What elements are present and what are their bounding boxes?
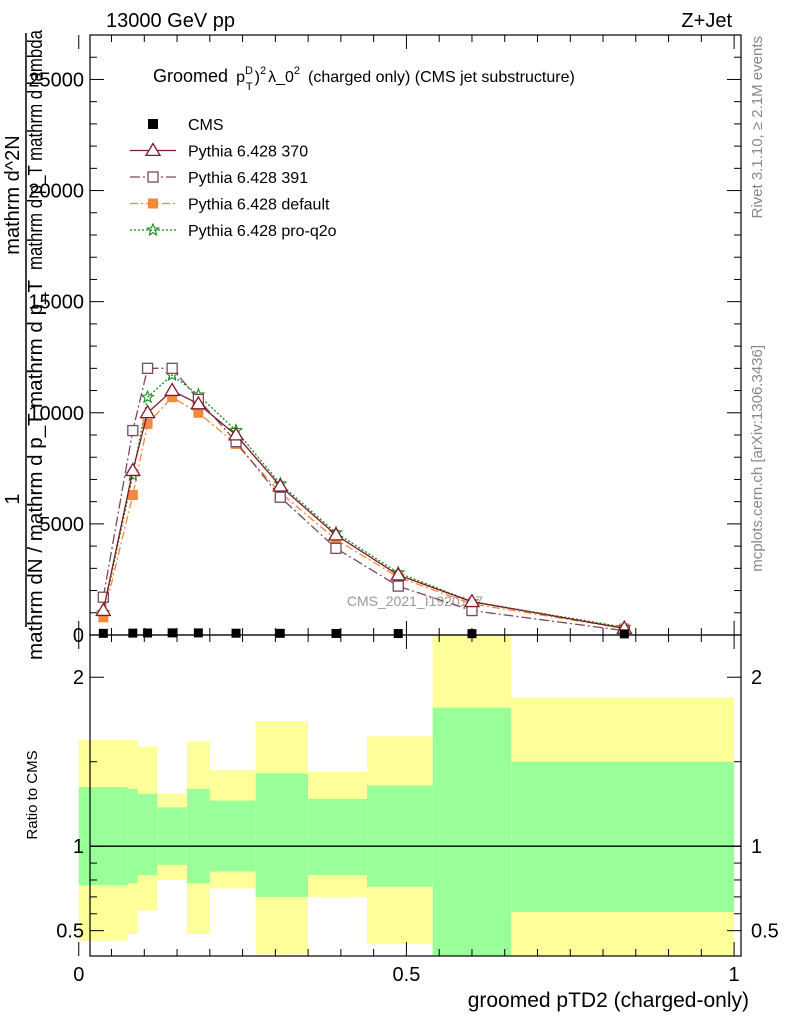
series-point-3 bbox=[127, 490, 138, 500]
top-ytick-label: 10000 bbox=[28, 403, 84, 425]
series-point-2 bbox=[166, 362, 178, 374]
ratio-xtick-label: 1 bbox=[729, 964, 740, 986]
legend-marker-2 bbox=[147, 171, 159, 183]
series-point-0 bbox=[393, 629, 403, 639]
band-inner-5 bbox=[209, 800, 256, 872]
series-point-2 bbox=[330, 542, 342, 554]
series-point-1 bbox=[327, 526, 345, 541]
watermark: CMS_2021_I1920187 bbox=[347, 593, 483, 609]
series-point-2 bbox=[97, 591, 109, 603]
legend-label-2: Pythia 6.428 391 bbox=[188, 170, 308, 187]
ratio-bands bbox=[78, 635, 741, 956]
x-axis-label: groomed pTD2 (charged-only) bbox=[468, 989, 749, 1012]
top-ytick-label: 20000 bbox=[28, 181, 84, 203]
data-series bbox=[95, 362, 633, 639]
band-inner-6 bbox=[255, 773, 309, 897]
ratio-ytick-label-right: 0.5 bbox=[751, 921, 779, 943]
ratio-xtick-label: 0.5 bbox=[393, 964, 421, 986]
ratio-panel-frame bbox=[89, 634, 742, 957]
band-inner-10 bbox=[511, 761, 735, 913]
band-inner-4 bbox=[186, 788, 210, 884]
legend-marker-0 bbox=[148, 119, 158, 129]
legend: CMS Pythia 6.428 370 Pythia 6.428 391 Pythi… bbox=[130, 117, 337, 240]
series-point-0 bbox=[619, 629, 629, 639]
series-line-3 bbox=[102, 396, 625, 629]
series-point-3 bbox=[98, 612, 109, 623]
series-point-0 bbox=[98, 628, 108, 638]
series-point-3 bbox=[193, 407, 204, 418]
legend-label-3: Pythia 6.428 default bbox=[188, 197, 330, 214]
series-point-0 bbox=[275, 628, 285, 638]
top-ytick-label: 5000 bbox=[40, 514, 85, 536]
series-point-2 bbox=[274, 491, 286, 503]
legend-marker-4 bbox=[145, 222, 161, 237]
series-point-3 bbox=[167, 392, 178, 403]
mcplots-label: mcplots.cern.ch [arXiv:1306.3436] bbox=[749, 345, 766, 572]
legend-label-4: Pythia 6.428 pro-q2o bbox=[188, 223, 337, 240]
header-process: Z+Jet bbox=[681, 10, 732, 32]
series-0 bbox=[98, 628, 629, 639]
series-point-0 bbox=[331, 628, 341, 638]
top-y-axis-label: 1 mathrm dN / mathrm d p_T mathrm d p_T … bbox=[2, 29, 47, 660]
top-ytick-label: 25000 bbox=[28, 69, 84, 91]
series-point-1 bbox=[227, 426, 245, 441]
ratio-ytick-label: 1 bbox=[73, 836, 84, 858]
ratio-xtick-label: 0 bbox=[73, 964, 84, 986]
series-point-1 bbox=[390, 566, 407, 581]
header-energy: 13000 GeV pp bbox=[106, 10, 235, 32]
band-inner-7 bbox=[308, 798, 368, 875]
y-label-line-4: mathrm d p_T mathrm d lambda bbox=[25, 29, 47, 270]
series-point-0 bbox=[167, 628, 177, 638]
series-point-1 bbox=[463, 593, 481, 608]
band-inner-1 bbox=[127, 788, 138, 884]
series-point-0 bbox=[128, 628, 138, 638]
band-inner-8 bbox=[367, 785, 433, 887]
series-point-2 bbox=[141, 362, 154, 374]
series-point-1 bbox=[124, 462, 141, 477]
y-label-line-1: 1 bbox=[2, 493, 24, 504]
series-point-2 bbox=[392, 580, 404, 592]
series-point-0 bbox=[231, 628, 241, 638]
y-label-line-2: mathrm dN / mathrm d p_T mathrm d p_T bbox=[25, 280, 47, 660]
series-point-0 bbox=[193, 628, 203, 638]
legend-marker-1 bbox=[144, 142, 162, 157]
band-inner-3 bbox=[157, 807, 187, 865]
legend-marker-3 bbox=[148, 198, 158, 209]
series-point-1 bbox=[95, 602, 112, 617]
series-point-1 bbox=[190, 395, 207, 410]
series-1 bbox=[95, 382, 633, 634]
ratio-ytick-label: 0.5 bbox=[56, 921, 84, 943]
ratio-y-label: Ratio to CMS bbox=[24, 750, 41, 839]
legend-label-0: CMS bbox=[188, 117, 224, 134]
rivet-label: Rivet 3.1.10, ≥ 2.1M events bbox=[749, 36, 766, 219]
series-line-2 bbox=[102, 367, 625, 632]
series-point-1 bbox=[164, 382, 181, 397]
band-inner-2 bbox=[137, 793, 158, 875]
series-point-2 bbox=[127, 424, 139, 437]
series-point-3 bbox=[142, 418, 153, 429]
series-point-1 bbox=[139, 404, 156, 419]
legend-label-1: Pythia 6.428 370 bbox=[188, 144, 308, 161]
top-ytick-label: 15000 bbox=[28, 292, 84, 314]
chart-title: Groomed pD T)2 λ_02 (charged only) (CMS jet… bbox=[153, 65, 575, 93]
panel-frames bbox=[89, 34, 742, 957]
series-point-4 bbox=[140, 389, 155, 404]
series-point-1 bbox=[272, 477, 289, 492]
ratio-ytick-label-right: 2 bbox=[751, 667, 762, 689]
series-point-0 bbox=[143, 628, 153, 638]
series-line-4 bbox=[102, 374, 625, 628]
y-label-line-3: mathrm d^2N bbox=[2, 135, 24, 254]
band-inner-0 bbox=[78, 787, 128, 886]
band-inner-9 bbox=[432, 707, 512, 956]
ratio-ytick-label: 2 bbox=[73, 667, 84, 689]
ratio-ytick-label-right: 1 bbox=[751, 836, 762, 858]
